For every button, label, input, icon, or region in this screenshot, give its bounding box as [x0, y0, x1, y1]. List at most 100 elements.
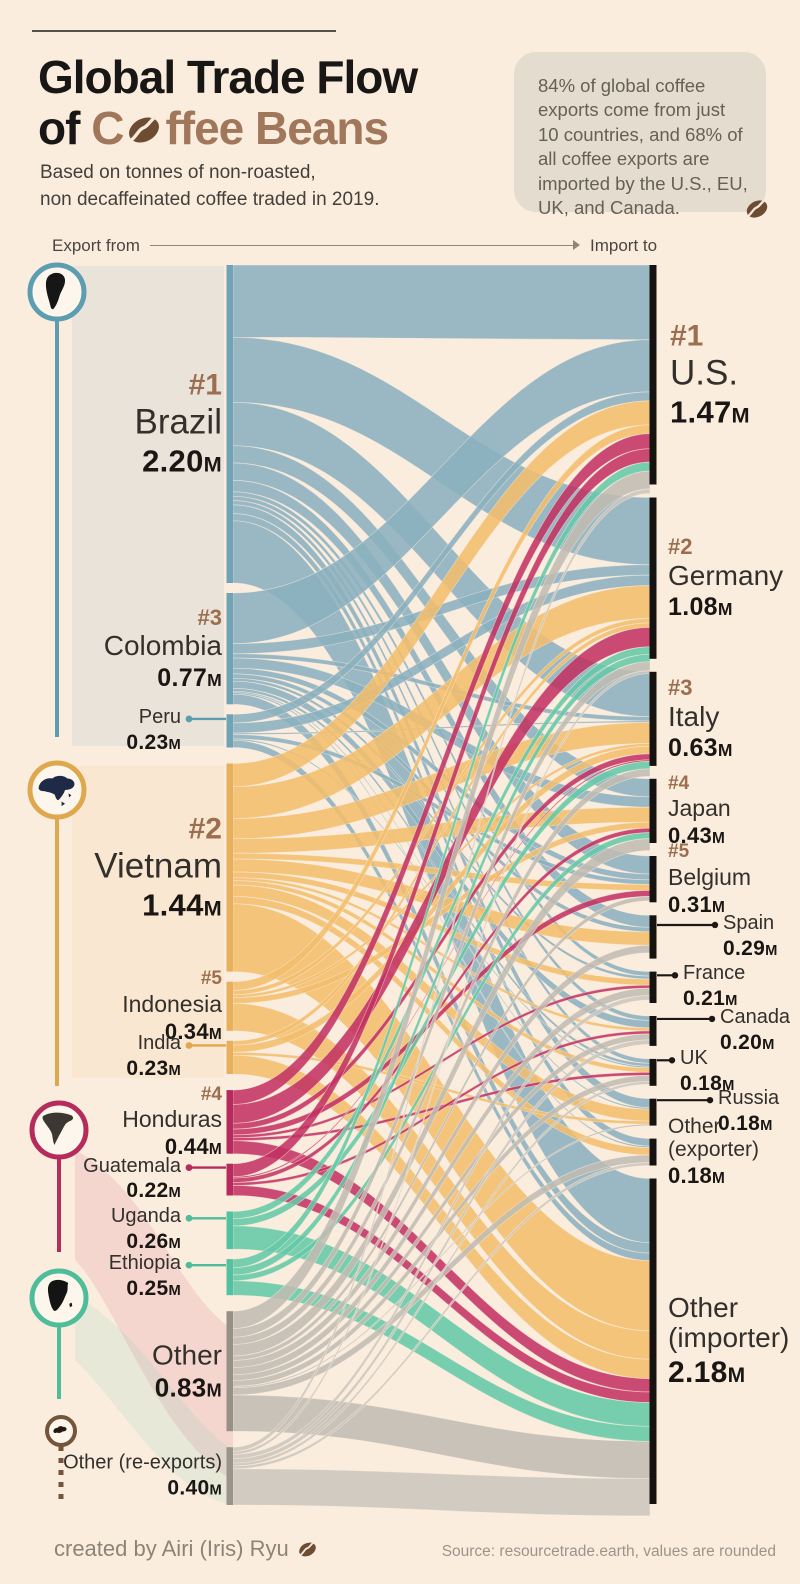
country-name: Spain — [723, 911, 775, 934]
page-title: Global Trade Flow of C ffee Beans — [38, 51, 418, 154]
importer-label-belgium: #5 Belgium 0.31M — [668, 842, 751, 916]
country-name: Germany — [668, 559, 784, 591]
country-value: 0.22M — [126, 1179, 181, 1203]
credit-text: created by Airi (Iris) Ryu — [54, 1536, 289, 1561]
credit: created by Airi (Iris) Ryu — [54, 1536, 318, 1562]
country-value: 0.23M — [126, 1057, 181, 1081]
title-rule — [32, 30, 336, 32]
importer-label-uk: UK 0.18M — [680, 1048, 735, 1095]
country-value: 0.20M — [720, 1030, 775, 1054]
country-name: Ethiopia — [108, 1252, 181, 1275]
africa-tint — [75, 1295, 233, 1505]
south-america-tint — [72, 266, 224, 746]
exporter-label-vietnam: #2 Vietnam 1.44M — [94, 812, 222, 923]
exporter-label-ethiopia: Ethiopia 0.25M — [109, 1253, 181, 1300]
country-value: 0.25M — [126, 1276, 181, 1300]
exporter-node-brazil — [226, 265, 233, 583]
source-note: Source: resourcetrade.earth, values are … — [441, 1543, 776, 1560]
country-value: 2.20M — [142, 443, 222, 479]
country-name: Uganda — [110, 1205, 181, 1228]
rank-badge: #2 — [188, 812, 222, 846]
exporter-label-brazil: #1 Brazil 2.20M — [134, 368, 222, 479]
country-value: 0.18M — [668, 1163, 726, 1189]
exporter-label-guatemala: Guatemala 0.22M — [83, 1155, 181, 1203]
importer-node-uk — [649, 1058, 657, 1086]
title-line1: Global Trade Flow — [38, 51, 418, 103]
country-value: 0.77M — [157, 663, 222, 692]
country-value: 0.26M — [126, 1229, 181, 1253]
connector-dot-canada — [708, 1015, 716, 1023]
country-value: 0.44M — [164, 1134, 222, 1160]
country-name: Canada — [720, 1005, 791, 1028]
header-connector-line — [150, 245, 575, 246]
exporter-label-peru: Peru 0.23M — [126, 706, 181, 754]
country-value: 0.83M — [154, 1372, 222, 1403]
exporter-label-reexports: Other (re-exports) 0.40M — [63, 1452, 222, 1499]
title-line2: of C ffee Beans — [38, 101, 417, 154]
connector-dot-russia — [706, 1096, 714, 1104]
importer-label-other_importer: Other (importer) 2.18M — [668, 1293, 789, 1389]
flow-other_ex-japan — [232, 838, 651, 1357]
importer-node-us — [649, 265, 657, 485]
connector-dot-uganda — [185, 1214, 193, 1222]
importer-label-italy: #3 Italy 0.63M — [668, 676, 733, 762]
country-name: Belgium — [668, 863, 752, 890]
north-america-icon — [42, 1112, 74, 1145]
importer-node-germany — [649, 497, 657, 659]
country-value: 0.18M — [680, 1071, 735, 1095]
country-value: 0.21M — [683, 986, 738, 1010]
connector-dot-uk — [668, 1057, 676, 1064]
country-name: Italy — [668, 700, 720, 732]
country-name: France — [683, 962, 746, 985]
title-line2-rest: ffee Beans — [165, 101, 389, 154]
rank-badge: #4 — [668, 772, 690, 794]
country-name: Indonesia — [122, 990, 222, 1017]
exporter-node-reexports — [226, 1447, 233, 1505]
connector-dot-india — [185, 1042, 193, 1049]
asia-tint — [72, 766, 224, 1078]
exporter-node-guatemala — [226, 1163, 233, 1196]
country-value: 0.31M — [668, 891, 726, 917]
country-sub: (importer) — [668, 1322, 790, 1354]
node-bars — [226, 265, 657, 1505]
exporter-label-india: India 0.23M — [126, 1033, 181, 1080]
country-name: Russia — [718, 1087, 780, 1110]
importer-node-japan — [649, 778, 657, 843]
country-name: Other — [668, 1114, 721, 1138]
flow-brazil-us — [232, 264, 651, 341]
exporter-node-vietnam — [226, 763, 233, 972]
country-value: 1.08M — [668, 593, 733, 622]
importer-label-canada: Canada 0.20M — [720, 1005, 791, 1054]
title-line2-c: C — [91, 101, 124, 154]
importer-label-us: #1 U.S. 1.47M — [670, 319, 750, 430]
importer-label-france: France 0.21M — [683, 963, 745, 1010]
asia-icon — [38, 775, 75, 807]
africa-icon — [47, 1279, 73, 1311]
exporter-label-indonesia: #5 Indonesia 0.34M — [122, 969, 222, 1043]
rank-badge: #1 — [670, 319, 704, 353]
country-name: Japan — [668, 795, 731, 822]
country-name: Other — [668, 1292, 739, 1324]
country-value: 1.44M — [142, 887, 222, 923]
coffee-bean-icon — [125, 110, 164, 149]
exporter-node-other_ex — [226, 1311, 233, 1432]
connector-dot-guatemala — [185, 1164, 193, 1171]
importer-node-belgium — [649, 856, 657, 903]
rank-badge: #2 — [668, 534, 693, 560]
importer-node-canada — [649, 1016, 657, 1046]
exporter-node-uganda — [226, 1211, 233, 1250]
callout-text: 84% of global coffee exports come from j… — [538, 75, 748, 219]
title-line2-of: of — [38, 101, 80, 154]
credit-bean-icon — [296, 1538, 318, 1560]
rank-badge: #1 — [188, 368, 222, 402]
country-name: Other (re-exports) — [63, 1451, 222, 1474]
importer-label-germany: #2 Germany 1.08M — [668, 535, 783, 621]
rank-badge: #3 — [197, 604, 222, 630]
importer-label-spain: Spain 0.29M — [723, 911, 778, 960]
rank-badge: #5 — [668, 841, 690, 863]
rank-badge: #4 — [200, 1083, 222, 1105]
country-name: Other — [151, 1339, 222, 1371]
importer-label-japan: #4 Japan 0.43M — [668, 772, 731, 848]
